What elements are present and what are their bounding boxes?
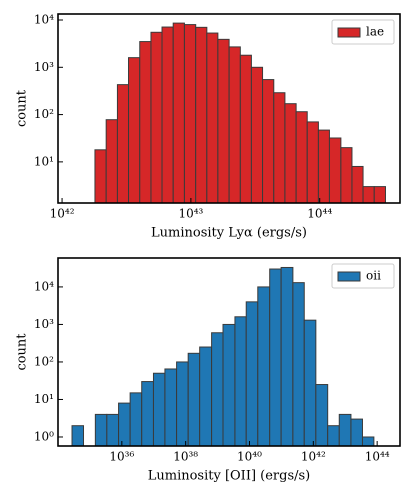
bar [152,372,166,447]
bar [141,381,154,447]
bar [206,32,219,204]
y-tick-label: 10¹ [34,392,54,406]
bar [161,26,174,204]
bar [315,384,329,447]
bar [116,84,130,204]
x-tick-label: 10⁴⁰ [237,450,262,464]
bar [105,119,118,204]
bar [338,413,352,447]
x-axis-label: Luminosity Lyα (ergs/s) [151,226,307,241]
legend-swatch [337,27,361,38]
bar [211,332,224,447]
bar [350,418,363,447]
legend-swatch [337,271,361,282]
bar [362,186,375,204]
x-tick-label: 10⁴⁴ [307,207,332,221]
bar [245,301,259,447]
legend-label: lae [366,25,384,39]
axes-frame [57,13,401,204]
bar [222,323,236,447]
bar [373,186,386,204]
legend-box [331,263,395,289]
bar [328,137,342,204]
x-tick-label: 10⁴² [301,450,326,464]
x-tick-label: 10³⁸ [173,450,198,464]
bar [195,26,208,204]
bar [172,22,185,204]
bar [284,103,297,204]
bar [273,92,286,204]
bar [351,165,364,204]
bar [164,368,178,447]
bar [217,38,230,204]
y-axis-label: count [15,333,30,371]
y-tick-label: 10⁰ [34,429,54,443]
y-tick-label: 10⁴ [34,279,54,293]
bar [71,425,85,447]
legend-label: oii [366,269,381,283]
bar [150,31,163,204]
x-tick-label: 10⁴² [50,207,75,221]
bar [292,282,305,447]
y-tick-label: 10² [34,354,54,368]
y-tick-label: 10³ [34,60,54,74]
bar [280,266,294,447]
bar [199,346,213,447]
x-tick-label: 10³⁶ [109,450,134,464]
bar [250,66,264,204]
bar [187,352,201,447]
bar [129,392,143,447]
bar [176,361,189,447]
bar [94,413,108,447]
bar [94,149,107,204]
y-tick-label: 10¹ [34,154,54,168]
bar [262,79,275,204]
legend-box [331,19,395,45]
y-axis-label: count [15,89,30,127]
x-tick-label: 10⁴³ [178,207,203,221]
bar [257,286,271,447]
y-tick-label: 10³ [34,317,54,331]
y-tick-label: 10⁴ [34,13,54,27]
bar [128,57,141,204]
bar [327,425,340,447]
bar [306,121,319,204]
bar [183,24,197,204]
bar [234,316,247,447]
bar [303,319,317,447]
bar [295,111,308,204]
axes-frame [57,257,401,447]
bar [269,268,282,447]
bar [317,129,330,204]
bar [228,46,241,204]
bar [361,436,375,447]
y-tick-label: 10² [34,107,54,121]
bar [118,402,131,447]
bar [340,147,353,204]
bar [139,41,152,204]
bar [239,54,252,204]
bar [106,413,120,447]
x-axis-label: Luminosity [OII] (ergs/s) [148,469,311,484]
x-tick-label: 10⁴⁴ [365,450,390,464]
